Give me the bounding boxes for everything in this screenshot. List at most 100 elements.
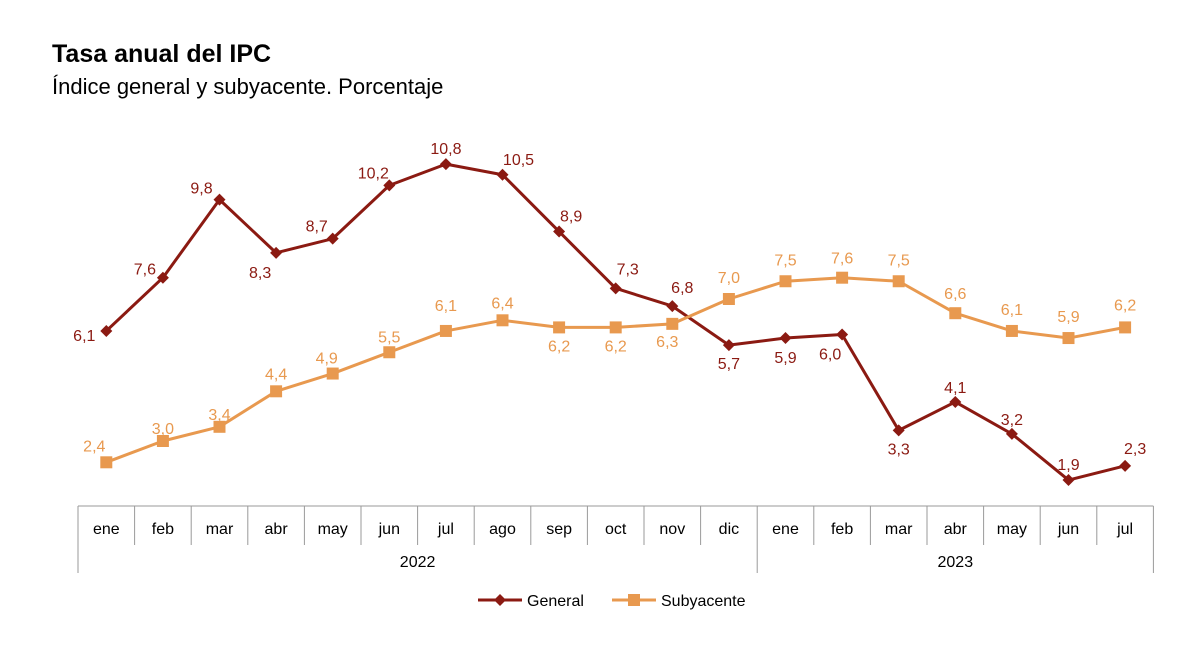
data-point — [666, 300, 679, 313]
data-point — [1005, 427, 1018, 440]
x-tick-label: abr — [944, 521, 968, 538]
data-point — [383, 346, 396, 359]
data-label: 2,4 — [83, 438, 105, 455]
x-tick-label: jul — [1116, 521, 1133, 538]
data-label: 8,3 — [249, 265, 271, 282]
data-label: 6,1 — [1001, 302, 1023, 319]
series-line — [105, 276, 1126, 464]
data-label: 4,1 — [944, 380, 966, 397]
data-label: 7,0 — [718, 270, 740, 287]
data-point — [949, 307, 962, 320]
data-label: 6,0 — [819, 347, 841, 364]
data-label: 6,1 — [435, 298, 457, 315]
legend-marker — [628, 594, 640, 606]
x-tick-label: abr — [265, 521, 289, 538]
data-label: 6,4 — [491, 295, 513, 312]
data-point — [213, 193, 226, 206]
series-subyacente: 2,4 3,0 3,4 4,4 4,9 5,5 6,1 6,4 6,2 6,2 6,3 7,0 7,5 7… — [83, 251, 1136, 469]
data-point — [666, 317, 679, 330]
data-label: 4,9 — [316, 351, 338, 368]
data-point — [156, 271, 169, 284]
data-point — [722, 293, 735, 305]
data-point — [496, 168, 509, 181]
legend-marker — [494, 594, 506, 606]
data-label: 8,7 — [306, 219, 328, 236]
x-tick-label: nov — [659, 521, 685, 538]
data-label: 3,2 — [1001, 412, 1023, 429]
data-label: 5,7 — [718, 356, 740, 373]
chart-title: Tasa anual del IPC — [52, 40, 272, 68]
data-label: 9,8 — [190, 181, 212, 198]
data-point — [326, 232, 339, 245]
x-tick-label: ene — [772, 521, 799, 538]
data-point — [383, 179, 396, 192]
data-label: 6,2 — [605, 338, 627, 355]
data-point — [836, 271, 849, 284]
data-label: 3,0 — [152, 421, 174, 438]
data-label: 7,3 — [617, 261, 639, 278]
data-point — [270, 246, 283, 259]
x-group-label: 2022 — [400, 554, 436, 571]
data-label: 10,5 — [503, 152, 534, 169]
data-point — [1005, 324, 1018, 337]
legend-item: Subyacente — [612, 593, 746, 610]
data-label: 7,6 — [831, 251, 853, 268]
x-tick-label: feb — [831, 521, 853, 538]
x-tick-label: jun — [1057, 521, 1079, 538]
data-point — [553, 321, 566, 334]
legend: General Subyacente — [478, 593, 746, 610]
data-point — [439, 324, 452, 337]
data-label: 8,9 — [560, 209, 582, 226]
data-label: 6,6 — [944, 286, 966, 303]
x-tick-label: ago — [489, 521, 516, 538]
data-point — [609, 321, 622, 334]
data-label: 3,3 — [888, 441, 910, 458]
x-tick-label: ene — [93, 521, 120, 538]
x-tick-label: mar — [206, 521, 234, 538]
data-point — [326, 367, 339, 380]
legend-label: General — [527, 593, 584, 610]
data-point — [892, 424, 905, 437]
data-label: 6,1 — [73, 328, 95, 345]
x-tick-label: mar — [885, 521, 913, 538]
data-label: 5,5 — [378, 329, 400, 346]
data-label: 2,3 — [1124, 441, 1146, 458]
x-tick-label: may — [318, 521, 348, 538]
data-label: 4,4 — [265, 366, 287, 383]
data-point — [100, 456, 113, 469]
x-axis: ene feb mar abr may jun jul ago sep oct nov dic ene f… — [77, 505, 1154, 573]
x-tick-label: may — [997, 521, 1027, 538]
data-point — [1119, 321, 1132, 334]
x-tick-label: oct — [605, 521, 627, 538]
data-label: 3,4 — [208, 407, 230, 424]
data-point — [156, 435, 169, 447]
data-point — [892, 275, 905, 288]
legend-label: Subyacente — [661, 593, 746, 610]
data-label: 7,5 — [888, 252, 910, 269]
data-point — [779, 275, 792, 288]
series-general: 6,1 7,6 9,8 8,3 8,7 10,2 10,8 10,5 8,9 7,3 6,8 5,7 5… — [73, 141, 1146, 487]
data-point — [553, 225, 566, 238]
data-label: 6,2 — [1114, 297, 1136, 314]
x-tick-label: sep — [546, 521, 572, 538]
data-label: 6,2 — [548, 338, 570, 355]
x-tick-label: jun — [378, 521, 400, 538]
legend-item: General — [478, 593, 584, 610]
data-label: 5,9 — [774, 350, 796, 367]
data-point — [100, 324, 113, 337]
data-point — [779, 332, 792, 345]
data-label: 7,6 — [134, 262, 156, 279]
x-group-label: 2023 — [938, 554, 974, 571]
chart-subtitle: Índice general y subyacente. Porcentaje — [52, 74, 444, 99]
data-point — [270, 385, 283, 398]
data-label: 6,3 — [656, 334, 678, 351]
data-label: 10,8 — [430, 141, 461, 158]
data-point — [496, 314, 509, 327]
data-point — [836, 328, 849, 341]
x-tick-label: dic — [719, 521, 739, 538]
data-label: 5,9 — [1057, 309, 1079, 326]
data-point — [213, 420, 226, 433]
data-point — [1062, 332, 1075, 345]
data-point — [1119, 459, 1132, 472]
